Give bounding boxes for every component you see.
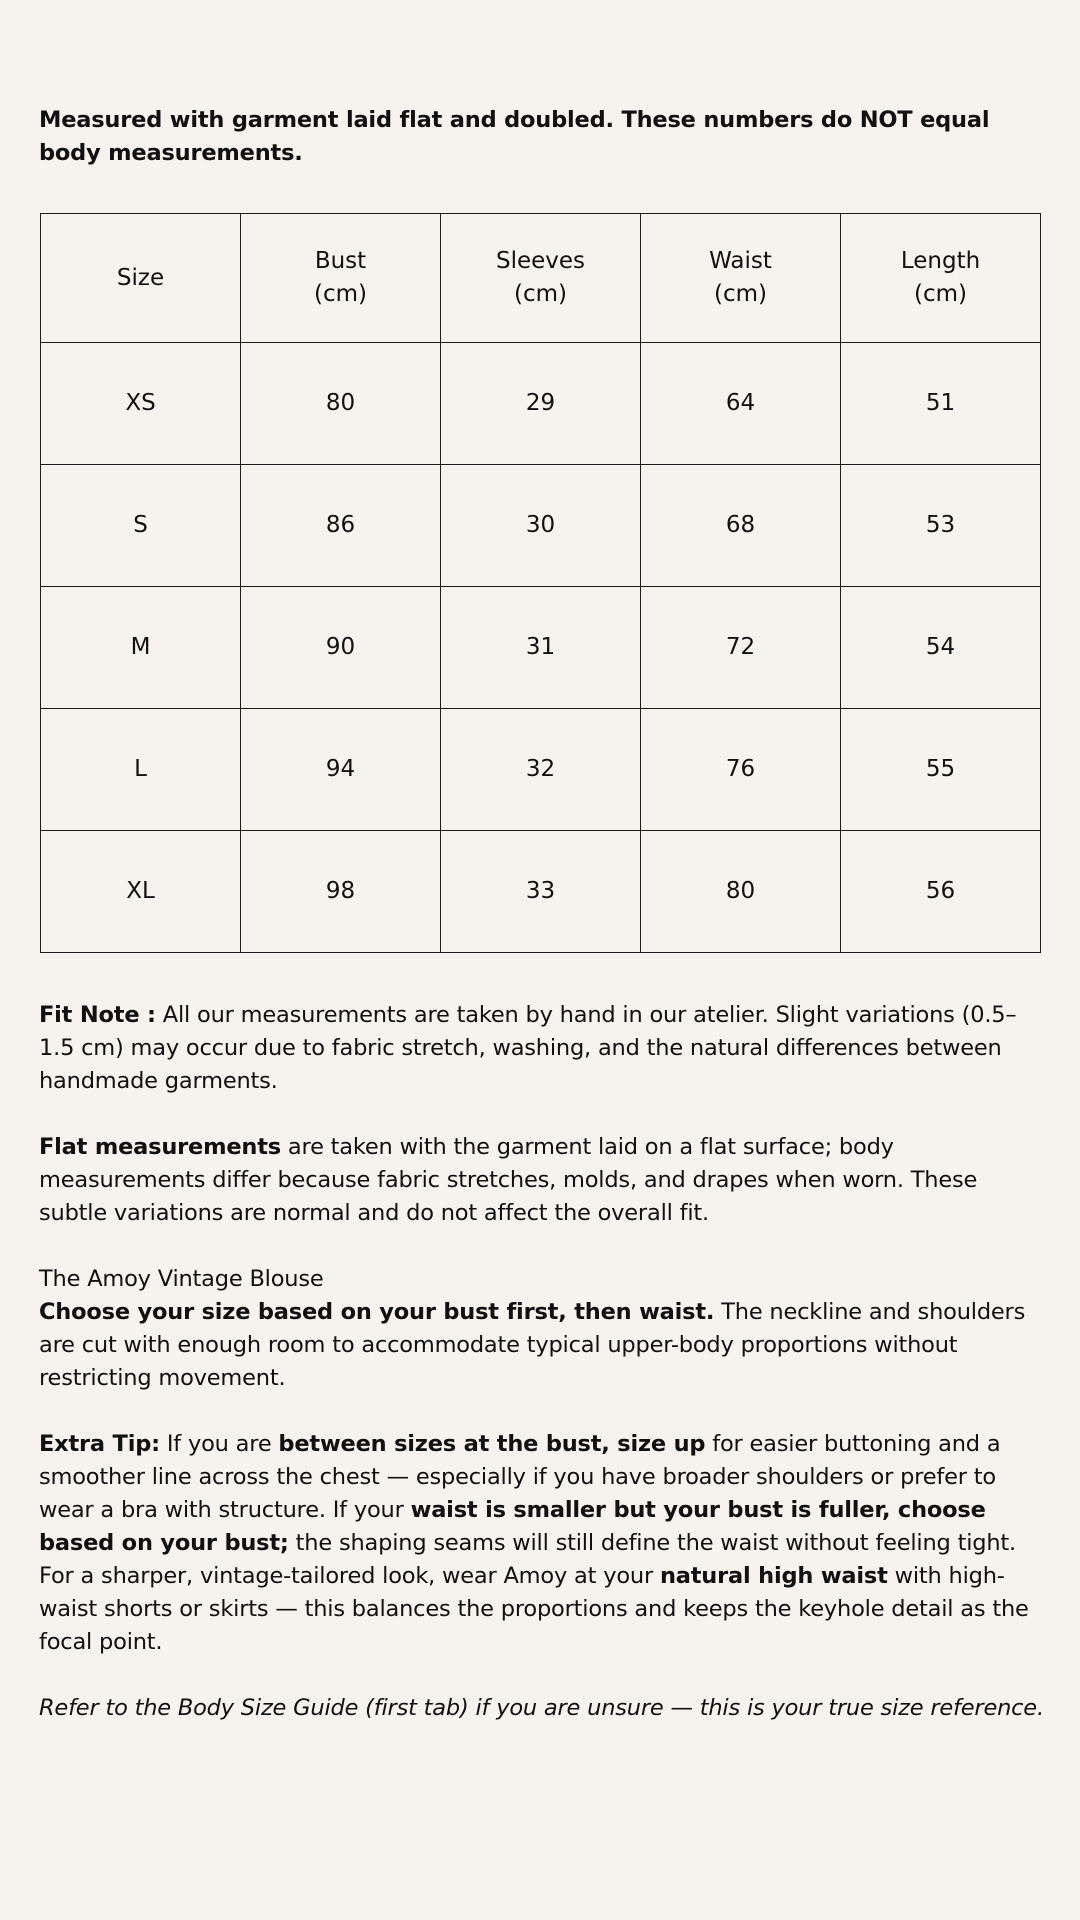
fit-note: Fit Note : All our measurements are take… [39, 999, 1049, 1098]
table-header-row: Size Bust (cm) Sleeves (cm) Waist (cm) Leng… [40, 213, 1041, 343]
fit-note-label: Fit Note : [39, 1002, 156, 1028]
header-unit: (cm) [514, 281, 567, 307]
table-row: XS 80 29 64 51 [40, 342, 1041, 465]
header-waist: Waist (cm) [640, 213, 841, 343]
tip-text: with high-waist shorts or skirts — this … [39, 1563, 1029, 1655]
header-bust: Bust (cm) [240, 213, 441, 343]
product-note: The Amoy Vintage Blouse Choose your size … [39, 1263, 1049, 1395]
measurement-cell: 29 [440, 342, 641, 465]
size-cell: XS [40, 342, 241, 465]
measurement-cell: 72 [640, 586, 841, 709]
header-label: Length [900, 248, 981, 274]
measurement-cell: 90 [240, 586, 441, 709]
measurement-cell: 31 [440, 586, 641, 709]
size-cell: M [40, 586, 241, 709]
tip-bold: natural high waist [659, 1563, 888, 1589]
size-chart-table: Size Bust (cm) Sleeves (cm) Waist (cm) Leng… [40, 213, 1041, 953]
intro-note: Measured with garment laid flat and doub… [39, 107, 990, 166]
measurement-cell: 54 [840, 586, 1041, 709]
measurement-cell: 56 [840, 830, 1041, 953]
header-label: Size [116, 264, 165, 291]
product-name: The Amoy Vintage Blouse [39, 1266, 324, 1292]
header-label: Waist [709, 248, 772, 274]
flat-measurements-note: Flat measurements are taken with the gar… [39, 1131, 1049, 1230]
measurement-cell: 33 [440, 830, 641, 953]
tip-label: Extra Tip: [39, 1431, 160, 1457]
table-row: L 94 32 76 55 [40, 708, 1041, 831]
flat-label: Flat measurements [39, 1134, 281, 1160]
refer-text: Refer to the Body Size Guide (first tab)… [39, 1695, 1044, 1721]
measurement-cell: 64 [640, 342, 841, 465]
tip-bold: waist is smaller but your bust is fuller… [39, 1497, 986, 1556]
measurement-cell: 68 [640, 464, 841, 587]
measurement-cell: 94 [240, 708, 441, 831]
measurement-cell: 53 [840, 464, 1041, 587]
header-label: Bust [314, 248, 367, 274]
header-unit: (cm) [914, 281, 967, 307]
flat-text: are taken with the garment laid on a fla… [39, 1134, 978, 1226]
measurement-cell: 80 [240, 342, 441, 465]
header-sleeves: Sleeves (cm) [440, 213, 641, 343]
header-label: Sleeves [495, 248, 586, 274]
header-length: Length (cm) [840, 213, 1041, 343]
tip-text: If you are [159, 1431, 279, 1457]
product-advice-text: The neckline and shoulders are cut with … [39, 1299, 1026, 1391]
size-cell: L [40, 708, 241, 831]
tip-text: the shaping seams will still define the … [39, 1530, 1016, 1589]
header-unit: (cm) [714, 281, 767, 307]
measurement-cell: 76 [640, 708, 841, 831]
product-advice-bold: Choose your size based on your bust firs… [39, 1299, 715, 1325]
header-size: Size [40, 213, 241, 343]
measurement-cell: 80 [640, 830, 841, 953]
table-row: XL 98 33 80 56 [40, 830, 1041, 953]
header-unit: (cm) [314, 281, 367, 307]
table-row: M 90 31 72 54 [40, 586, 1041, 709]
extra-tip: Extra Tip: If you are between sizes at t… [39, 1428, 1049, 1659]
measurement-cell: 55 [840, 708, 1041, 831]
tip-text: for easier buttoning and a smoother line… [39, 1431, 1001, 1523]
measurement-cell: 98 [240, 830, 441, 953]
measurement-cell: 51 [840, 342, 1041, 465]
measurement-cell: 32 [440, 708, 641, 831]
measurement-cell: 86 [240, 464, 441, 587]
size-cell: S [40, 464, 241, 587]
measurement-cell: 30 [440, 464, 641, 587]
size-cell: XL [40, 830, 241, 953]
refer-note: Refer to the Body Size Guide (first tab)… [39, 1692, 1049, 1725]
table-row: S 86 30 68 53 [40, 464, 1041, 587]
fit-note-text: All our measurements are taken by hand i… [39, 1002, 1017, 1094]
fit-information: Fit Note : All our measurements are take… [39, 999, 1049, 1758]
tip-bold: between sizes at the bust, size up [278, 1431, 706, 1457]
